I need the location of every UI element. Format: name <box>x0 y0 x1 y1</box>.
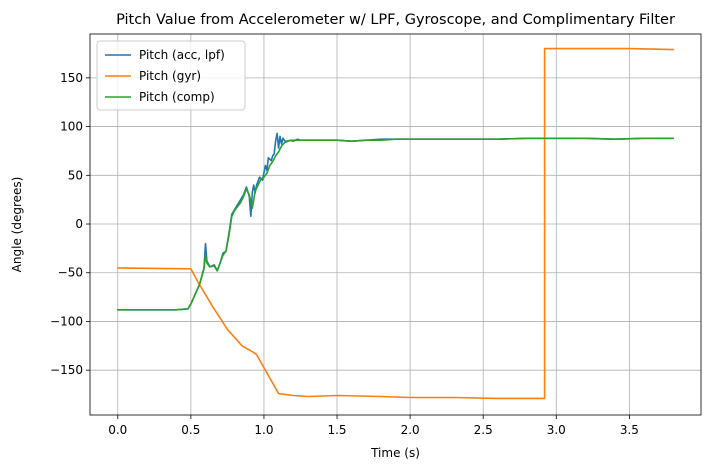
y-tick-label: 50 <box>68 168 83 182</box>
x-tick-label: 1.5 <box>327 423 346 437</box>
legend-box <box>96 40 246 111</box>
x-axis-ticks: 0.0 0.5 1.0 1.5 2.0 2.5 3.0 3.5 <box>108 415 639 437</box>
x-tick-label: 2.5 <box>474 423 493 437</box>
legend: Pitch (acc, lpf) Pitch (gyr) Pitch (comp… <box>96 40 246 111</box>
plot-frame <box>89 33 702 416</box>
x-tick-label: 2.0 <box>401 423 420 437</box>
y-tick-label: −100 <box>50 314 83 328</box>
y-axis-ticks: −150 −100 −50 0 50 100 150 <box>50 71 90 377</box>
grid <box>90 34 701 415</box>
legend-label-gyr: Pitch (gyr) <box>139 69 201 83</box>
legend-label-acc: Pitch (acc, lpf) <box>139 48 225 62</box>
x-tick-label: 1.0 <box>254 423 273 437</box>
y-tick-label: 0 <box>75 217 83 231</box>
y-tick-label: 150 <box>60 71 83 85</box>
y-tick-label: 100 <box>60 120 83 134</box>
y-tick-label: −150 <box>50 363 83 377</box>
y-axis-label: Angle (degrees) <box>10 177 24 273</box>
series-line-acc-lpf <box>117 132 675 311</box>
series-line-gyr <box>117 47 675 400</box>
x-tick-label: 0.0 <box>108 423 127 437</box>
x-tick-label: 3.0 <box>547 423 566 437</box>
series-line-comp <box>117 137 675 311</box>
x-axis-label: Time (s) <box>370 446 420 460</box>
chart-title: Pitch Value from Accelerometer w/ LPF, G… <box>116 12 675 28</box>
series-layer <box>117 47 675 400</box>
y-tick-label: −50 <box>58 266 83 280</box>
x-tick-label: 3.5 <box>620 423 639 437</box>
x-tick-label: 0.5 <box>181 423 200 437</box>
legend-label-comp: Pitch (comp) <box>139 90 215 104</box>
